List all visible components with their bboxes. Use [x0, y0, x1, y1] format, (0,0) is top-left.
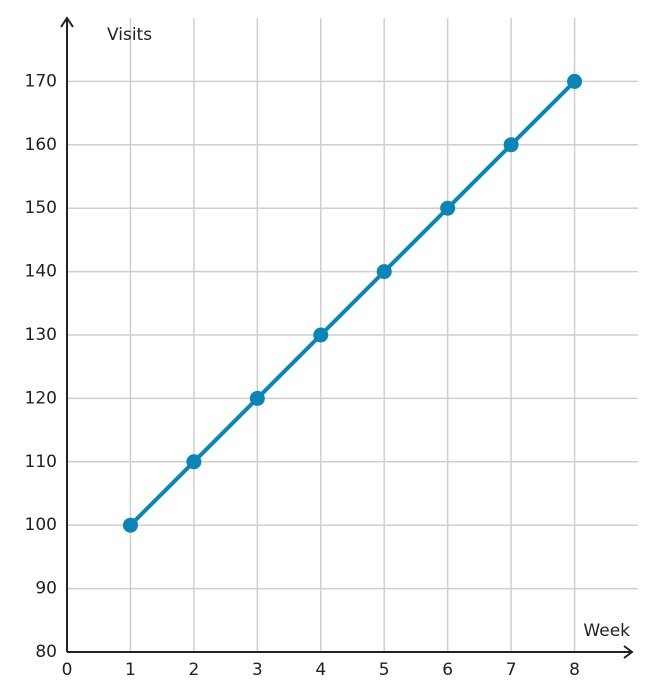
- data-point: [440, 200, 456, 216]
- data-point: [376, 264, 392, 280]
- x-tick-label: 8: [569, 660, 580, 680]
- y-tick-label: 110: [25, 452, 57, 472]
- x-tick-label: 1: [125, 660, 136, 680]
- plot: [122, 73, 583, 533]
- data-point: [186, 454, 202, 470]
- x-tick-label: 6: [442, 660, 453, 680]
- x-tick-label: 7: [506, 660, 517, 680]
- y-tick-label: 160: [25, 135, 57, 155]
- x-axis-label: Week: [583, 621, 630, 641]
- y-tick-label: 170: [25, 71, 57, 91]
- x-tick-label: 0: [62, 660, 73, 680]
- data-point: [249, 390, 265, 406]
- y-tick-label: 100: [25, 515, 57, 535]
- y-tick-label: 140: [25, 262, 57, 282]
- y-tick-label: 120: [25, 388, 57, 408]
- y-tick-label: 130: [25, 325, 57, 345]
- y-tick-label: 80: [35, 642, 57, 662]
- data-point: [313, 327, 329, 343]
- x-tick-label: 3: [252, 660, 263, 680]
- y-axis-label: Visits: [107, 25, 152, 45]
- x-tick-label: 5: [379, 660, 390, 680]
- y-tick-label: 90: [35, 579, 57, 599]
- y-tick-label: 150: [25, 198, 57, 218]
- axes: 80 90 100 110 120 130 140 150 160 170 0 1 2 3 4 5 6 7 8: [25, 16, 634, 680]
- data-point: [122, 517, 138, 533]
- data-point: [503, 137, 519, 153]
- x-tick-label: 2: [188, 660, 199, 680]
- data-point: [567, 73, 583, 89]
- data-line: [129, 79, 576, 527]
- y-axis-arrow: [60, 16, 74, 28]
- grid: [67, 18, 638, 652]
- x-axis-arrow: [623, 645, 634, 659]
- x-tick-label: 4: [315, 660, 326, 680]
